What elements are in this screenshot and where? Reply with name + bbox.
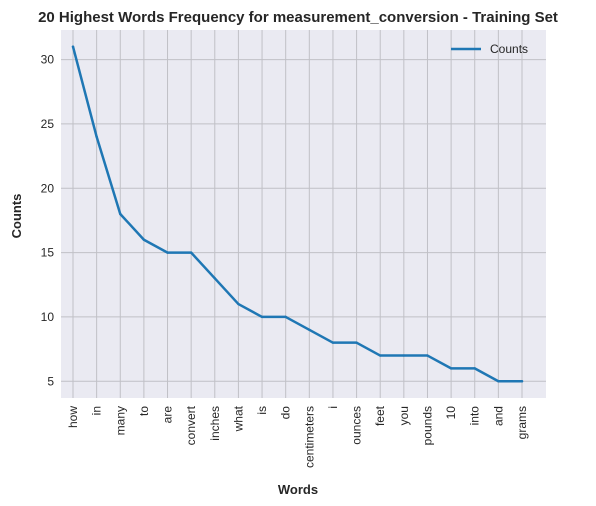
- grid: [61, 30, 546, 398]
- x-tick-label: what: [231, 405, 245, 432]
- plot-area: [61, 30, 546, 398]
- x-tick-label: are: [161, 406, 175, 424]
- data-point: [331, 341, 335, 344]
- data-point: [426, 354, 429, 357]
- data-point: [402, 354, 406, 357]
- x-tick-label: feet: [373, 405, 387, 426]
- data-point: [119, 212, 122, 216]
- y-tick-label: 20: [41, 181, 55, 195]
- x-tick-label: do: [279, 406, 293, 420]
- data-point: [497, 380, 500, 383]
- series-line: [71, 45, 524, 383]
- legend: Counts: [451, 42, 528, 56]
- x-tick-label: and: [491, 406, 505, 426]
- data-point: [449, 367, 453, 370]
- x-tick-label: convert: [184, 405, 198, 445]
- x-tick-label: to: [137, 406, 151, 416]
- data-point: [189, 251, 193, 254]
- x-tick-label: how: [66, 406, 80, 428]
- data-point: [473, 367, 476, 370]
- data-point: [237, 302, 240, 306]
- x-tick-label: i: [326, 406, 340, 409]
- data-point: [379, 354, 382, 357]
- y-tick-label: 5: [47, 374, 54, 388]
- x-tick-label: pounds: [420, 406, 434, 445]
- x-tick-label: centimeters: [302, 406, 316, 468]
- x-axis: how in many to are convert inches what is do centi…: [66, 405, 529, 468]
- data-point: [260, 315, 264, 319]
- x-tick-label: ounces: [350, 406, 364, 445]
- x-axis-label: Words: [278, 482, 318, 497]
- data-point: [95, 135, 98, 138]
- x-tick-label: 10: [444, 406, 458, 420]
- data-point: [284, 315, 287, 319]
- data-point: [355, 341, 358, 344]
- x-tick-label: many: [113, 406, 127, 435]
- data-point: [308, 328, 311, 332]
- data-point: [213, 277, 216, 280]
- legend-label: Counts: [490, 42, 528, 56]
- data-point: [142, 238, 146, 241]
- x-tick-label: inches: [208, 406, 222, 441]
- y-axis-label: Counts: [9, 194, 24, 239]
- data-point: [520, 380, 524, 383]
- data-point: [166, 251, 169, 254]
- x-tick-label: grams: [515, 406, 529, 439]
- chart-title: 20 Highest Words Frequency for measureme…: [38, 9, 558, 26]
- series-group: [71, 45, 524, 383]
- y-tick-label: 10: [41, 310, 55, 324]
- x-tick-label: into: [468, 406, 482, 426]
- y-axis: 5 10 15 20 25 30: [41, 53, 55, 389]
- y-tick-label: 15: [41, 246, 55, 260]
- y-tick-label: 30: [41, 53, 55, 67]
- x-tick-label: in: [90, 406, 104, 415]
- x-tick-label: is: [255, 406, 269, 415]
- x-tick-label: you: [397, 406, 411, 425]
- data-point: [71, 45, 75, 48]
- y-tick-label: 25: [41, 117, 55, 131]
